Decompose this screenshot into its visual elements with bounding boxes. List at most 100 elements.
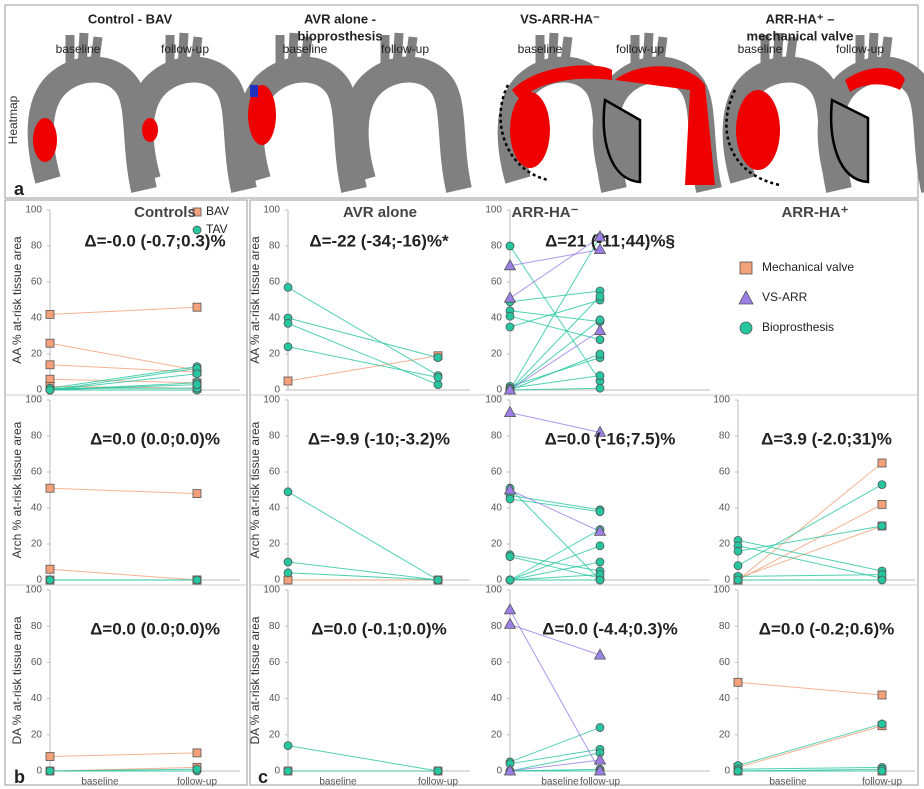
- y-axis-label: AA % at-risk tissue area: [248, 236, 262, 364]
- marker: [506, 242, 514, 250]
- marker: [596, 316, 604, 324]
- x-tick-label: follow-up: [862, 777, 902, 788]
- time-label: baseline: [738, 42, 783, 56]
- marker: [46, 767, 54, 775]
- marker: [193, 490, 201, 498]
- delta-annotation: Δ=0.0 (-4.4;0.3)%: [542, 619, 678, 638]
- legend-marker: [740, 322, 752, 334]
- time-label: follow-up: [381, 42, 429, 56]
- time-label: baseline: [56, 42, 101, 56]
- y-tick-label: 40: [719, 693, 731, 704]
- y-tick-label: 20: [269, 349, 281, 360]
- legend-marker: [739, 291, 753, 304]
- marker: [46, 386, 54, 394]
- marker: [193, 749, 201, 757]
- slope-line: [738, 504, 882, 580]
- marker: [734, 576, 742, 584]
- y-tick-label: 80: [269, 431, 281, 442]
- y-tick-label: 80: [491, 621, 503, 632]
- marker: [734, 767, 742, 775]
- y-tick-label: 60: [491, 277, 503, 288]
- delta-annotation: Δ=-9.9 (-10;-3.2)%: [308, 429, 450, 448]
- marker: [596, 542, 604, 550]
- marker: [506, 553, 514, 561]
- group-title: VS-ARR-HA⁻: [520, 11, 600, 26]
- side-label: Heatmap: [6, 95, 20, 144]
- x-tick-label: baseline: [81, 777, 119, 788]
- marker: [596, 350, 604, 358]
- time-label: baseline: [283, 42, 328, 56]
- y-axis-label: Arch % at-risk tissue area: [248, 421, 262, 558]
- slope-line: [288, 573, 438, 580]
- marker: [284, 283, 292, 291]
- marker: [193, 370, 201, 378]
- slope-line: [738, 526, 882, 578]
- group-title: ARR-HA⁺ –: [766, 11, 835, 26]
- marker: [284, 488, 292, 496]
- delta-annotation: Δ=0.0 (0.0;0.0)%: [90, 619, 220, 638]
- y-tick-label: 20: [719, 729, 731, 740]
- marker: [734, 678, 742, 686]
- y-tick-label: 80: [719, 621, 731, 632]
- marker: [505, 407, 516, 417]
- y-tick-label: 40: [31, 693, 43, 704]
- marker: [193, 765, 201, 773]
- marker: [284, 569, 292, 577]
- marker: [596, 576, 604, 584]
- marker: [878, 691, 886, 699]
- slope-line: [288, 746, 438, 771]
- marker: [596, 372, 604, 380]
- delta-annotation: Δ=0.0 (-0.1;0.0)%: [311, 619, 447, 638]
- y-tick-label: 20: [491, 729, 503, 740]
- y-tick-label: 60: [719, 467, 731, 478]
- y-tick-label: 80: [31, 431, 43, 442]
- x-tick-label: baseline: [769, 777, 807, 788]
- legend-label: Mechanical valve: [762, 260, 854, 274]
- marker: [193, 381, 201, 389]
- group-title: AVR alone -: [304, 11, 376, 26]
- y-tick-label: 100: [25, 395, 42, 406]
- y-tick-label: 40: [269, 693, 281, 704]
- marker: [505, 292, 516, 302]
- y-tick-label: 0: [724, 766, 730, 777]
- delta-annotation: Δ=3.9 (-2.0;31)%: [761, 429, 892, 448]
- y-tick-label: 80: [491, 431, 503, 442]
- marker: [46, 484, 54, 492]
- slope-line: [50, 307, 197, 314]
- marker: [506, 312, 514, 320]
- y-tick-label: 60: [31, 657, 43, 668]
- panel-label: b: [14, 767, 25, 787]
- x-tick-label: baseline: [319, 777, 357, 788]
- marker: [284, 343, 292, 351]
- marker: [284, 767, 292, 775]
- marker: [595, 325, 606, 335]
- delta-annotation: Δ=-0.0 (-0.7;0.3)%: [84, 231, 225, 250]
- panel-label: a: [14, 179, 25, 199]
- y-tick-label: 100: [485, 205, 502, 216]
- marker: [434, 373, 442, 381]
- slope-line: [50, 488, 197, 493]
- y-tick-label: 100: [263, 205, 280, 216]
- y-tick-label: 60: [491, 657, 503, 668]
- marker: [505, 604, 516, 614]
- y-tick-label: 80: [719, 431, 731, 442]
- marker: [434, 381, 442, 389]
- marker: [434, 767, 442, 775]
- column-title: Controls: [134, 204, 196, 221]
- y-tick-label: 60: [31, 467, 43, 478]
- y-tick-label: 80: [269, 241, 281, 252]
- marker: [46, 565, 54, 573]
- delta-annotation: Δ=0.0 (0.0;0.0)%: [90, 429, 220, 448]
- marker: [284, 319, 292, 327]
- time-label: follow-up: [616, 42, 664, 56]
- marker: [284, 377, 292, 385]
- slope-line: [738, 540, 882, 571]
- marker: [46, 576, 54, 584]
- marker: [46, 753, 54, 761]
- slope-line: [510, 354, 600, 390]
- slope-line: [510, 488, 600, 580]
- legend-label: TAV: [206, 222, 228, 236]
- aortas: [33, 33, 924, 190]
- legend-label: BAV: [206, 204, 229, 218]
- marker: [878, 767, 886, 775]
